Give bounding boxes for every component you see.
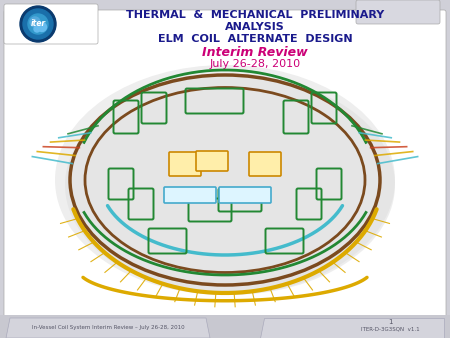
FancyBboxPatch shape: [196, 151, 228, 171]
FancyBboxPatch shape: [356, 0, 440, 24]
Polygon shape: [260, 318, 444, 338]
Circle shape: [34, 26, 40, 32]
Text: ITER-D-3G3SQN  v1.1: ITER-D-3G3SQN v1.1: [361, 327, 419, 332]
FancyBboxPatch shape: [0, 315, 450, 338]
Circle shape: [28, 14, 48, 34]
FancyBboxPatch shape: [4, 10, 446, 318]
FancyBboxPatch shape: [169, 152, 201, 176]
Text: THERMAL  &  MECHANICAL  PRELIMINARY: THERMAL & MECHANICAL PRELIMINARY: [126, 10, 384, 20]
Circle shape: [30, 17, 40, 27]
Text: July 26-28, 2010: July 26-28, 2010: [209, 59, 301, 69]
Circle shape: [37, 23, 46, 31]
FancyBboxPatch shape: [219, 187, 271, 203]
Polygon shape: [6, 318, 210, 338]
Text: In-Vessel Coil System Interim Review – July 26-28, 2010: In-Vessel Coil System Interim Review – J…: [32, 325, 184, 331]
Ellipse shape: [65, 75, 395, 295]
Ellipse shape: [55, 65, 395, 295]
Text: ANALYSIS: ANALYSIS: [225, 22, 285, 32]
FancyBboxPatch shape: [249, 152, 281, 176]
FancyBboxPatch shape: [4, 4, 98, 44]
FancyBboxPatch shape: [164, 187, 216, 203]
Circle shape: [20, 6, 56, 42]
Text: Interim Review: Interim Review: [202, 46, 308, 58]
Text: 1: 1: [388, 319, 392, 325]
Text: iter: iter: [31, 20, 45, 28]
Text: ELM  COIL  ALTERNATE  DESIGN: ELM COIL ALTERNATE DESIGN: [158, 34, 352, 44]
Circle shape: [23, 9, 53, 39]
